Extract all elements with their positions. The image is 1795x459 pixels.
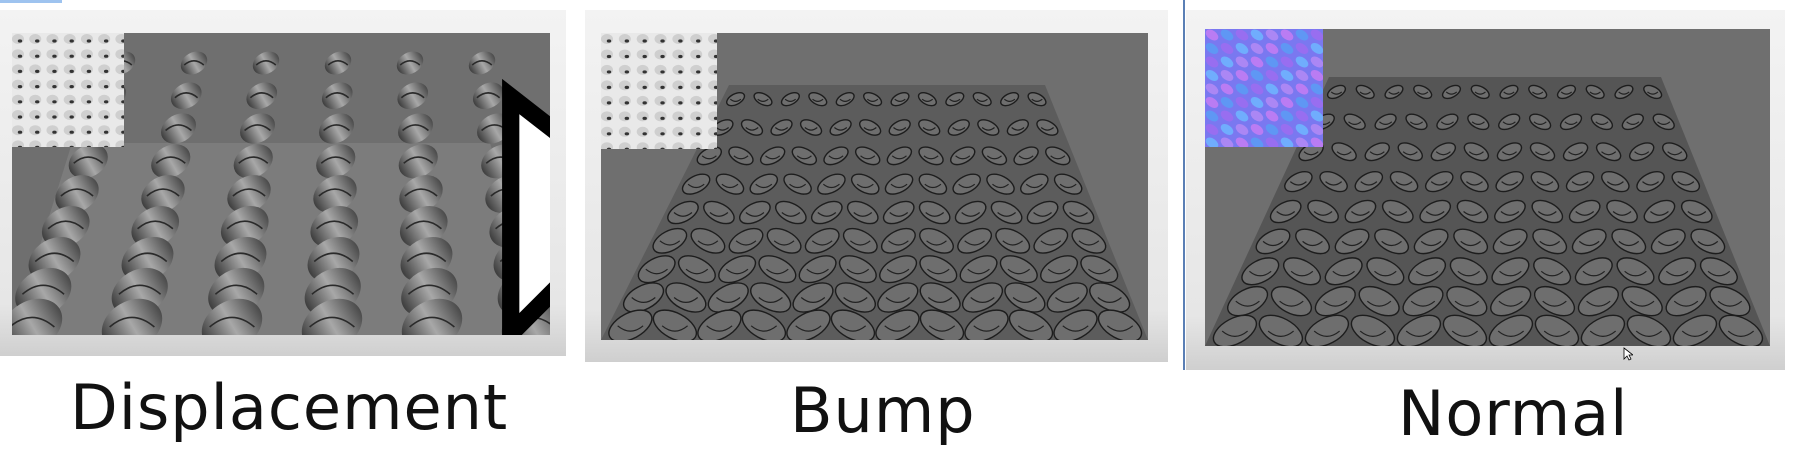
window-divider <box>1183 0 1185 370</box>
displacement-map-thumbnail <box>12 33 124 147</box>
mouse-cursor-icon <box>1623 347 1633 361</box>
normal-map-image <box>1205 29 1323 147</box>
bump-render <box>601 85 1148 340</box>
normal-label: Normal <box>1398 377 1629 450</box>
normal-panel: Normal <box>1186 10 1785 445</box>
bump-label: Bump <box>790 374 976 447</box>
normal-viewport[interactable] <box>1205 29 1770 346</box>
normal-render <box>1205 77 1770 346</box>
corner-mark <box>0 0 62 3</box>
bump-map-thumbnail <box>601 33 717 149</box>
bump-viewport[interactable] <box>601 33 1148 340</box>
mouse-cursor-icon <box>985 191 1148 340</box>
height-map-image <box>12 33 124 147</box>
displacement-panel: Displacement <box>0 10 566 439</box>
normal-map-thumbnail <box>1205 29 1323 147</box>
mouse-cursor-icon <box>502 78 550 335</box>
bump-panel: Bump <box>585 10 1168 442</box>
displacement-viewport[interactable] <box>12 33 550 335</box>
displacement-label: Displacement <box>70 371 509 444</box>
height-map-image <box>601 33 717 149</box>
